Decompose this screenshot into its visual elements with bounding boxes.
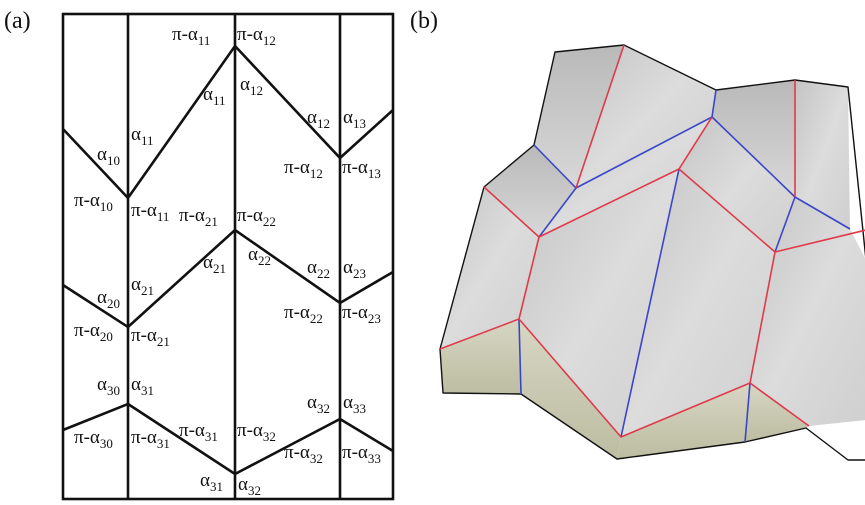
- valley-fold-diagonal: [620, 168, 680, 438]
- face-7: [679, 117, 795, 252]
- label-pi-alpha-20: π-α20: [74, 320, 113, 344]
- panel-b-tag: (b): [410, 8, 438, 34]
- face-9: [440, 187, 539, 349]
- label-pi-alpha-30: π-α30: [74, 427, 113, 451]
- label-alpha-21-left: α21: [131, 274, 154, 298]
- mountain-fold-5: [749, 251, 776, 384]
- valley-fold-link-1: [711, 89, 717, 118]
- valley-fold-wall-2: [744, 382, 751, 443]
- valley-fold-wall-1: [518, 318, 522, 395]
- face-3: [712, 80, 795, 197]
- label-pi-alpha-32-top: π-α32: [237, 420, 276, 444]
- zigzag-crease-3: [62, 402, 394, 476]
- face-6: [539, 117, 712, 237]
- face-2: [576, 45, 716, 188]
- mountain-folds: [439, 44, 865, 438]
- label-pi-alpha-11-top: π-α11: [172, 24, 210, 48]
- label-pi-alpha-22-mid: π-α22: [284, 302, 323, 326]
- label-pi-alpha-33: π-α33: [342, 442, 381, 466]
- label-pi-alpha-13: π-α13: [342, 157, 381, 181]
- valley-fold-link-2: [538, 187, 577, 238]
- crease-pattern-border: [61, 12, 395, 501]
- label-alpha-30: α30: [97, 374, 120, 398]
- label-pi-alpha-31-mid: π-α31: [131, 427, 170, 451]
- label-alpha-11-right: α11: [203, 84, 226, 108]
- side-wall-3: [617, 383, 750, 459]
- mountain-fold-row-2: [483, 168, 865, 253]
- panel-a-tag: (a): [4, 8, 31, 34]
- label-alpha-21-right: α21: [203, 252, 226, 276]
- label-pi-alpha-21-mid: π-α21: [131, 325, 170, 349]
- face-11: [621, 169, 775, 437]
- label-alpha-23: α23: [343, 257, 366, 281]
- folded-surface: [439, 44, 865, 461]
- face-4: [795, 80, 850, 229]
- label-alpha-32-top: α32: [307, 392, 330, 416]
- side-wall-2: [519, 319, 621, 459]
- angle-labels: π-α11 π-α12 α11 α12 α11 α12 α13 α10 π-α1…: [74, 24, 381, 498]
- label-alpha-20: α20: [97, 287, 120, 311]
- zigzag-crease-2: [62, 228, 394, 329]
- label-pi-alpha-10: π-α10: [74, 190, 113, 214]
- label-alpha-31-bottom: α31: [200, 470, 223, 494]
- label-alpha-12-left: α12: [240, 74, 263, 98]
- label-pi-alpha-21-top: π-α21: [179, 205, 218, 229]
- side-wall-1: [440, 319, 521, 394]
- label-pi-alpha-12-top: π-α12: [237, 24, 276, 48]
- label-alpha-22-left: α22: [248, 244, 271, 268]
- zigzag-crease-1: [62, 43, 394, 201]
- label-alpha-22-right: α22: [307, 257, 330, 281]
- label-alpha-13: α13: [343, 107, 366, 131]
- label-pi-alpha-11-mid: π-α11: [131, 200, 169, 224]
- surface-outline-bottom: [439, 348, 865, 461]
- label-alpha-11-left: α11: [131, 124, 154, 148]
- label-alpha-32-bottom: α32: [238, 474, 261, 498]
- label-pi-alpha-23: π-α23: [342, 302, 381, 326]
- side-wall-4: [745, 383, 809, 442]
- label-alpha-10: α10: [97, 144, 120, 168]
- face-8: [750, 197, 865, 426]
- face-1: [534, 45, 624, 188]
- valley-fold-link-3: [774, 196, 796, 253]
- mountain-fold-3: [678, 116, 713, 170]
- crease-pattern: [61, 12, 395, 501]
- label-alpha-31-top: α31: [131, 374, 154, 398]
- label-alpha-33: α33: [343, 392, 366, 416]
- label-pi-alpha-32-mid: π-α32: [284, 442, 323, 466]
- face-10: [519, 169, 679, 437]
- label-pi-alpha-31-top: π-α31: [179, 420, 218, 444]
- label-pi-alpha-22-top: π-α22: [237, 205, 276, 229]
- label-pi-alpha-12-mid: π-α12: [284, 157, 323, 181]
- mountain-fold-4: [518, 236, 540, 320]
- mountain-fold-1: [575, 44, 625, 189]
- label-alpha-12-right: α12: [307, 107, 330, 131]
- mountain-fold-row-3: [439, 318, 810, 438]
